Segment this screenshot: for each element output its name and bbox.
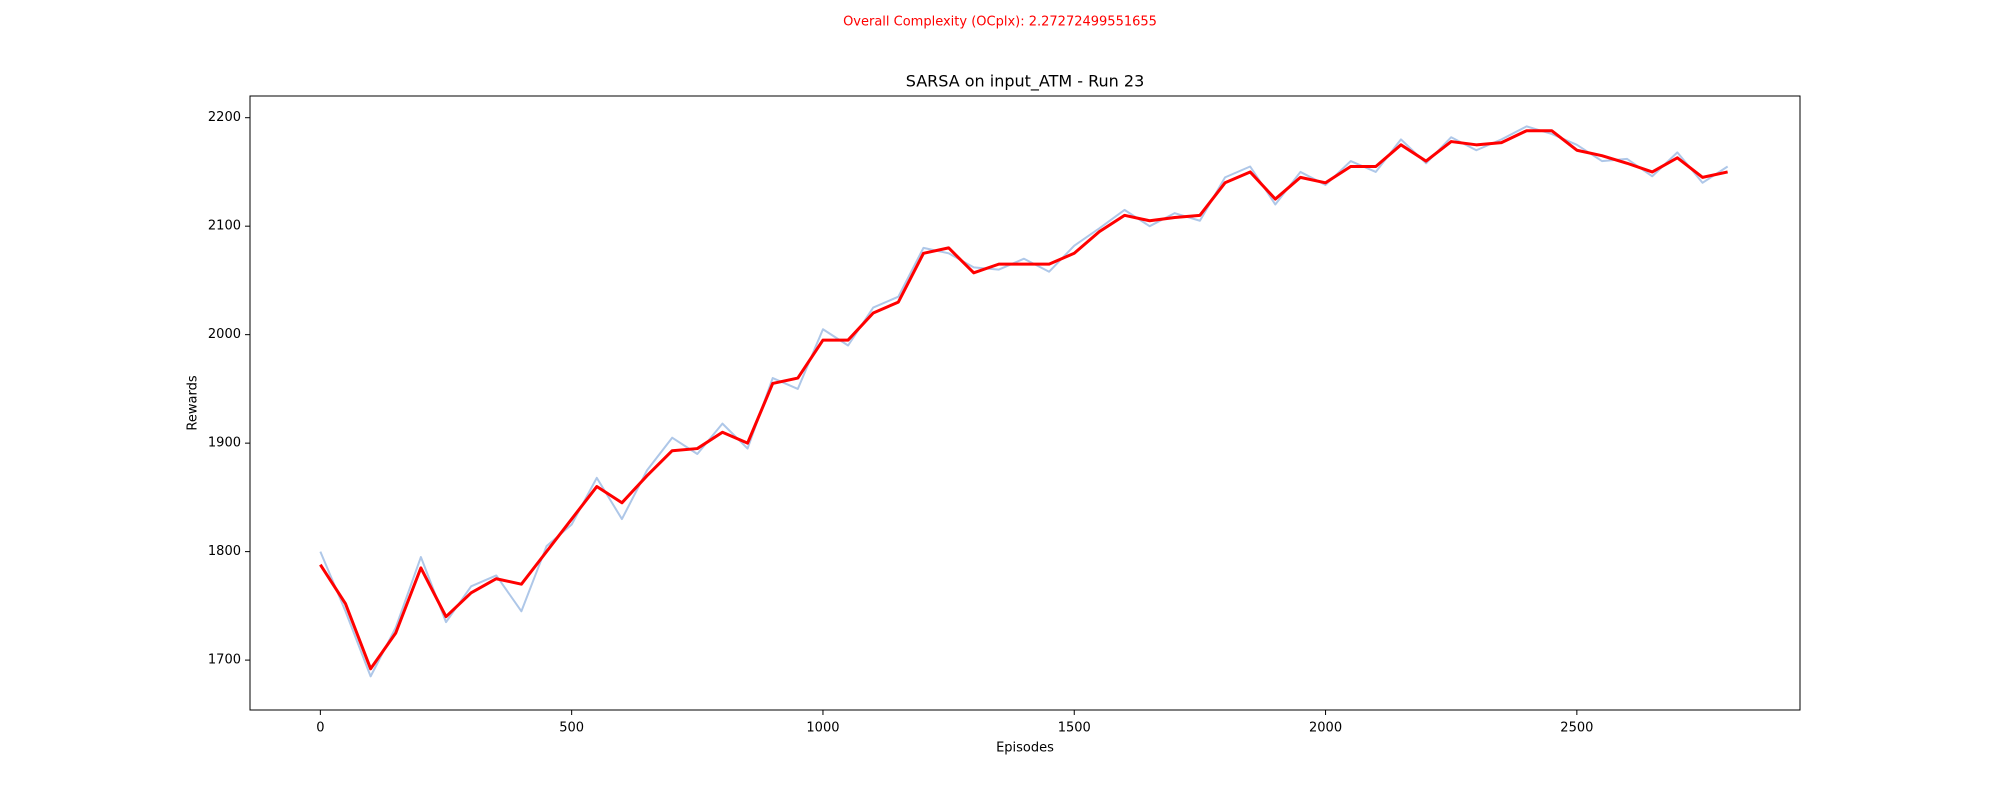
y-tick-label: 1900 [208, 436, 241, 451]
y-tick-label: 2200 [208, 110, 241, 125]
x-tick-label: 2500 [1560, 721, 1593, 736]
x-tick-label: 0 [316, 721, 324, 736]
plot-frame [249, 95, 1801, 711]
series-line [319, 129, 1728, 671]
x-tick-label: 1500 [1058, 721, 1091, 736]
x-tick-label: 1000 [806, 721, 839, 736]
y-tick-label: 2000 [208, 327, 241, 342]
y-tick-label: 1700 [208, 653, 241, 668]
x-tick-label: 2000 [1309, 721, 1342, 736]
annotation: Overall Complexity (OCplx): 2.2727249955… [843, 15, 1157, 30]
x-tick-label: 500 [559, 721, 584, 736]
y-tick-label: 1800 [208, 544, 241, 559]
y-tick-label: 2100 [208, 219, 241, 234]
y-axis-label: Rewards [186, 375, 201, 430]
series-line [319, 125, 1729, 678]
x-axis-label: Episodes [996, 741, 1054, 756]
chart-title: SARSA on input_ATM - Run 23 [906, 72, 1145, 92]
